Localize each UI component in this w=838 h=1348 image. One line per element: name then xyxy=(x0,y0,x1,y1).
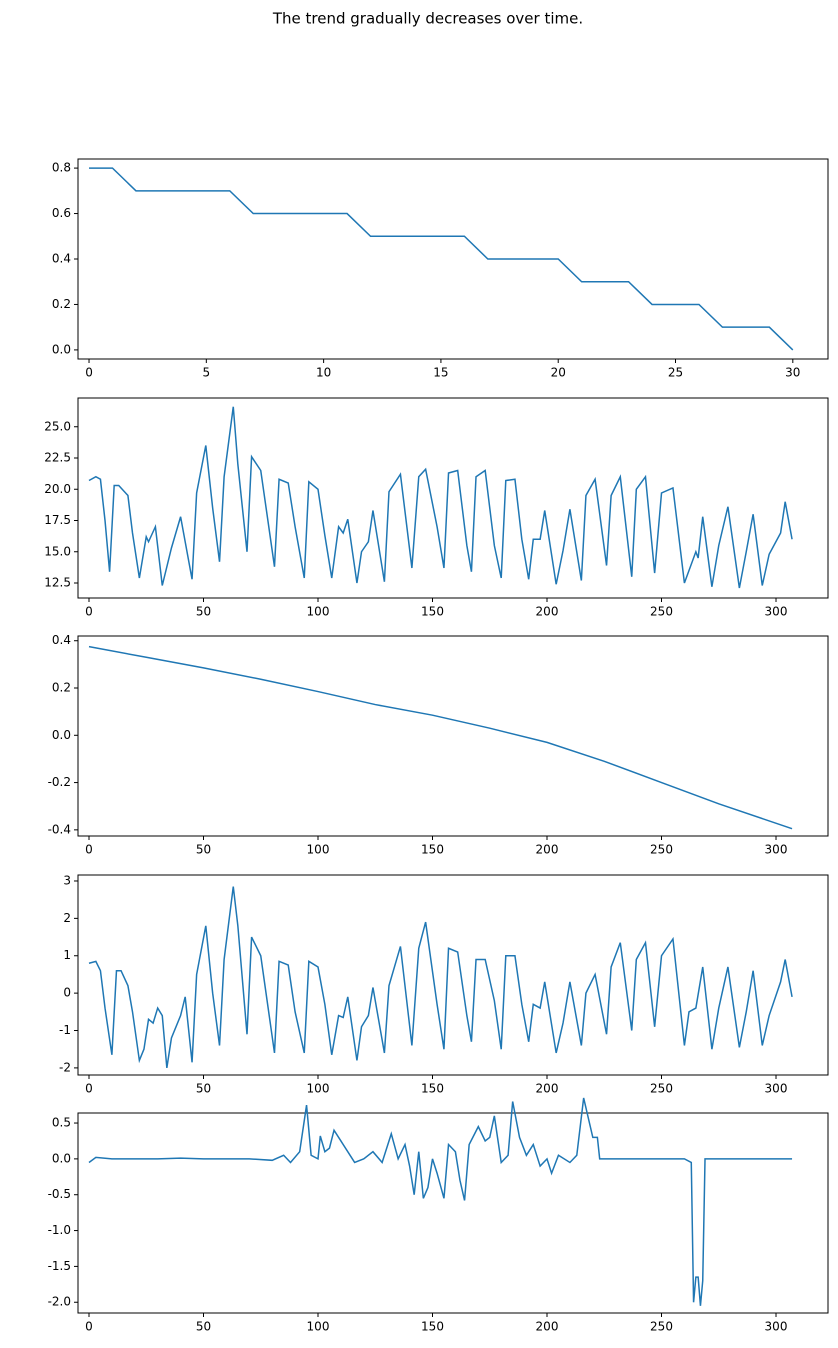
y-tick-label: 22.5 xyxy=(44,451,71,465)
y-tick-label: -1 xyxy=(59,1023,71,1037)
y-tick-label: -0.5 xyxy=(48,1187,71,1201)
x-tick-label: 150 xyxy=(421,1082,444,1096)
y-tick-label: 12.5 xyxy=(44,576,71,590)
y-tick-label: 15.0 xyxy=(44,544,71,558)
y-tick-label: -1.0 xyxy=(48,1223,71,1237)
x-tick-label: 100 xyxy=(307,843,330,857)
x-tick-label: 25 xyxy=(668,366,683,380)
x-tick-label: 0 xyxy=(85,843,93,857)
x-tick-label: 150 xyxy=(421,1320,444,1334)
axes-frame xyxy=(77,1112,829,1314)
y-tick-label: 0.2 xyxy=(52,681,71,695)
y-tick-label: 25.0 xyxy=(44,419,71,433)
y-tick-label: 0.0 xyxy=(52,342,71,356)
series-line xyxy=(88,645,793,830)
y-tick-label: 0.8 xyxy=(52,161,71,175)
x-tick-label: 20 xyxy=(551,366,566,380)
axes-frame xyxy=(77,397,829,599)
x-tick-label: 50 xyxy=(196,1082,211,1096)
x-tick-label: 200 xyxy=(536,605,559,619)
x-tick-label: 50 xyxy=(196,843,211,857)
y-tick-label: 0.0 xyxy=(52,1151,71,1165)
x-tick-label: 100 xyxy=(307,605,330,619)
axes-frame xyxy=(77,874,829,1076)
x-tick-label: 0 xyxy=(85,1320,93,1334)
x-tick-label: 300 xyxy=(765,843,788,857)
x-tick-label: 200 xyxy=(536,1082,559,1096)
x-tick-label: 250 xyxy=(650,843,673,857)
x-tick-label: 200 xyxy=(536,1320,559,1334)
series-line xyxy=(88,886,793,1069)
x-tick-label: 250 xyxy=(650,1082,673,1096)
y-tick-label: 0.4 xyxy=(52,252,71,266)
x-tick-label: 5 xyxy=(203,366,211,380)
y-tick-label: 0.6 xyxy=(52,206,71,220)
series-line xyxy=(88,1097,793,1306)
x-tick-label: 300 xyxy=(765,1082,788,1096)
y-tick-label: -1.5 xyxy=(48,1259,71,1273)
y-tick-label: 0 xyxy=(63,986,71,1000)
x-tick-label: 0 xyxy=(85,605,93,619)
axes-frame xyxy=(77,635,829,837)
y-tick-label: 0.0 xyxy=(52,728,71,742)
x-tick-label: 250 xyxy=(650,1320,673,1334)
x-tick-label: 250 xyxy=(650,605,673,619)
x-tick-label: 10 xyxy=(316,366,331,380)
y-tick-label: -2 xyxy=(59,1060,71,1074)
y-tick-label: 0.2 xyxy=(52,297,71,311)
y-tick-label: -2.0 xyxy=(48,1295,71,1309)
series-line xyxy=(88,406,793,589)
x-tick-label: 15 xyxy=(433,366,448,380)
x-tick-label: 50 xyxy=(196,1320,211,1334)
axes-frame xyxy=(77,158,829,360)
y-tick-label: 0.5 xyxy=(52,1116,71,1130)
x-tick-label: 0 xyxy=(85,1082,93,1096)
y-tick-label: -0.2 xyxy=(48,775,71,789)
x-tick-label: 0 xyxy=(85,366,93,380)
y-tick-label: 17.5 xyxy=(44,513,71,527)
x-tick-label: 300 xyxy=(765,1320,788,1334)
y-tick-label: 0.4 xyxy=(52,633,71,647)
x-tick-label: 150 xyxy=(421,605,444,619)
x-tick-label: 30 xyxy=(785,366,800,380)
y-tick-label: 20.0 xyxy=(44,482,71,496)
x-tick-label: 150 xyxy=(421,843,444,857)
y-tick-label: 1 xyxy=(63,948,71,962)
x-tick-label: 100 xyxy=(307,1082,330,1096)
y-tick-label: 2 xyxy=(63,911,71,925)
x-tick-label: 300 xyxy=(765,605,788,619)
series-line xyxy=(89,167,794,351)
y-tick-label: -0.4 xyxy=(48,822,71,836)
x-tick-label: 100 xyxy=(307,1320,330,1334)
y-tick-label: 3 xyxy=(63,873,71,887)
figure-title: The trend gradually decreases over time. xyxy=(272,10,583,28)
x-tick-label: 50 xyxy=(196,605,211,619)
x-tick-label: 200 xyxy=(536,843,559,857)
